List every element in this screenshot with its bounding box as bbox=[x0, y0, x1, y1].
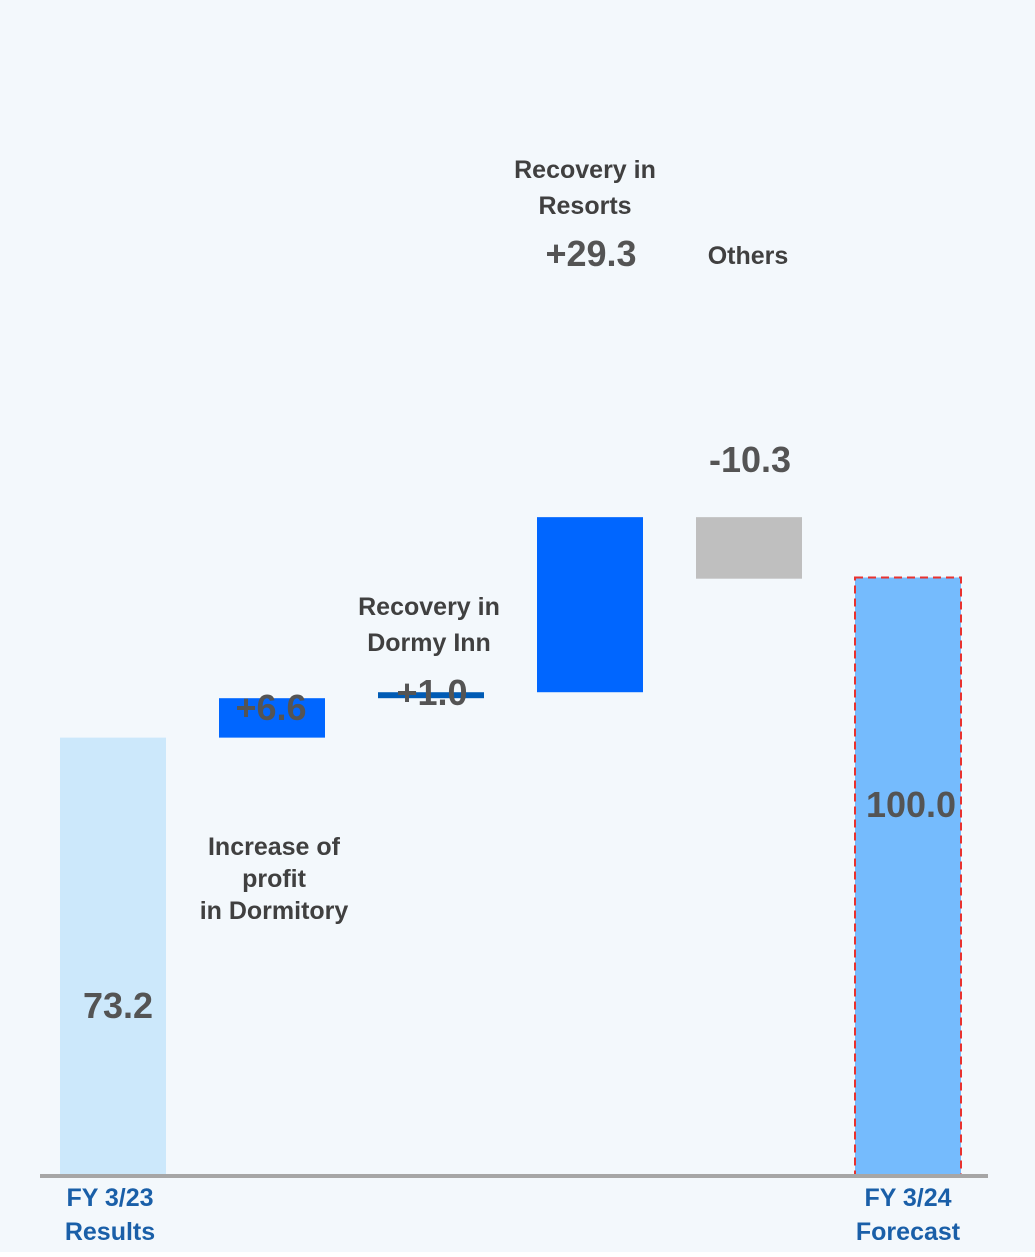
waterfall-bar bbox=[378, 692, 484, 699]
waterfall-bar bbox=[219, 698, 325, 738]
step-description-label: Increase of bbox=[208, 833, 341, 861]
category-label: Forecast bbox=[856, 1218, 961, 1246]
step-description-label: Resorts bbox=[538, 192, 631, 220]
step-description-label: Dormy Inn bbox=[367, 629, 491, 657]
step-description-label: Recovery in bbox=[514, 156, 656, 184]
value-label: +6.6 bbox=[235, 687, 306, 728]
step-description-label: Recovery in bbox=[358, 593, 500, 621]
step-description-label: Others bbox=[708, 242, 789, 270]
step-description-label: profit bbox=[242, 865, 307, 893]
category-label: Results bbox=[65, 1218, 155, 1246]
waterfall-bar bbox=[854, 576, 962, 1176]
waterfall-bar bbox=[696, 517, 802, 579]
waterfall-bar bbox=[60, 737, 166, 1175]
step-description-label: in Dormitory bbox=[200, 897, 349, 925]
value-label: 73.2 bbox=[83, 985, 153, 1026]
category-label: FY 3/23 bbox=[66, 1184, 153, 1212]
value-label: -10.3 bbox=[709, 439, 791, 480]
value-label: 100.0 bbox=[866, 784, 956, 825]
category-label: FY 3/24 bbox=[864, 1184, 951, 1212]
waterfall-bar bbox=[537, 517, 643, 693]
value-label: +29.3 bbox=[545, 233, 636, 274]
value-label: +1.0 bbox=[396, 672, 467, 713]
